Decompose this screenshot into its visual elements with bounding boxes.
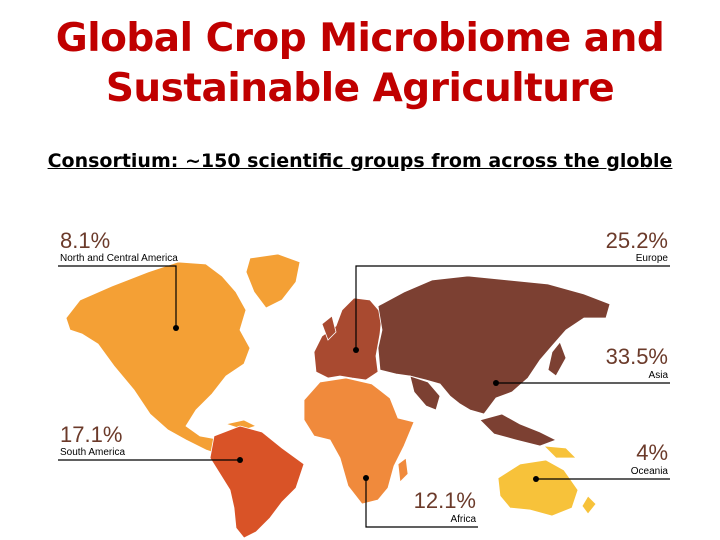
south-asia-shape <box>409 375 441 411</box>
percent-asia: 33.5% <box>605 344 668 369</box>
australia-shape <box>497 459 579 517</box>
marker-north-america <box>173 325 179 331</box>
marker-south-america <box>237 457 243 463</box>
greenland-shape <box>245 253 301 309</box>
percent-oceania: 4% <box>636 440 668 465</box>
africa-shape <box>303 377 415 505</box>
percent-europe: 25.2% <box>605 228 668 253</box>
slide-title: Global Crop Microbiome and Sustainable A… <box>0 14 720 114</box>
leader-line-africa <box>365 478 478 528</box>
title-line-1: Global Crop Microbiome and <box>55 16 665 61</box>
leader-line-north-america <box>58 265 177 328</box>
leader-line-europe <box>355 265 670 350</box>
asia-shape <box>377 275 611 415</box>
north-america-shape <box>65 261 251 457</box>
marker-europe <box>353 347 359 353</box>
label-europe: Europe <box>635 253 668 264</box>
label-asia: Asia <box>648 370 668 381</box>
percent-south-america: 17.1% <box>60 422 123 447</box>
percent-north-america: 8.1% <box>60 228 111 253</box>
japan-shape <box>547 341 567 377</box>
marker-africa <box>363 475 369 481</box>
southeast-asia-shape <box>479 413 557 447</box>
marker-asia <box>493 380 499 386</box>
percent-africa: 12.1% <box>413 488 476 513</box>
label-africa: Africa <box>450 514 476 525</box>
title-line-2: Sustainable Agriculture <box>105 66 615 111</box>
new-guinea-shape <box>542 445 577 459</box>
new-zealand-shape <box>581 495 597 515</box>
europe-shape <box>313 297 383 381</box>
madagascar-shape <box>397 457 409 483</box>
uk-shape <box>321 315 337 341</box>
label-south-america: South America <box>60 447 126 458</box>
slide-subtitle: Consortium: ~150 scientific groups from … <box>47 150 673 172</box>
marker-oceania <box>533 476 539 482</box>
south-america-shape <box>209 425 305 539</box>
label-oceania: Oceania <box>630 466 668 477</box>
label-north-america: North and Central America <box>60 253 178 264</box>
